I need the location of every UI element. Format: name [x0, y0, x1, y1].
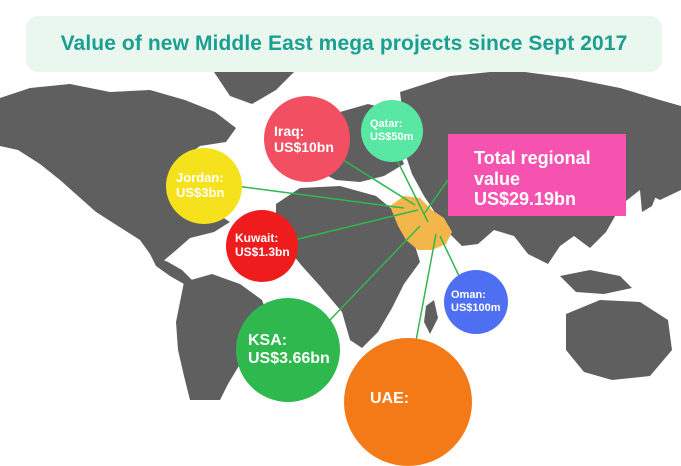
- bubble-kuwait-value: US$1.3bn: [235, 245, 290, 259]
- australia-landmass: [566, 300, 672, 380]
- connector-kuwait: [293, 209, 419, 241]
- bubble-uae: UAE:: [344, 338, 472, 466]
- connector-qatar: [391, 149, 429, 223]
- bubble-kuwait-country: Kuwait:: [235, 231, 279, 246]
- central-america-landmass: [150, 254, 192, 284]
- bubble-ksa-country: KSA:: [248, 331, 288, 349]
- total-label-line1: Total regional: [474, 148, 591, 168]
- bubble-oman-country: Oman:: [451, 289, 486, 302]
- middle-east-highlight: [390, 196, 452, 250]
- bubble-oman-value: US$100m: [451, 302, 501, 314]
- connector-total: [423, 179, 449, 215]
- connector-uae: [414, 233, 437, 347]
- total-label-line2: value: [474, 168, 521, 189]
- bubble-kuwait: Kuwait: US$1.3bn: [226, 210, 298, 282]
- madagascar-landmass: [424, 300, 438, 334]
- bubble-oman: Oman: US$100m: [444, 270, 508, 334]
- bubble-qatar: Qatar: US$50m: [361, 100, 423, 162]
- japan-landmass: [640, 178, 660, 212]
- indonesia-landmass: [560, 270, 632, 294]
- connector-iraq: [339, 157, 416, 206]
- bubble-qatar-country: Qatar:: [370, 118, 403, 131]
- bubble-ksa-value: US$3.66bn: [248, 350, 330, 367]
- total-value-box: Total regional value US$29.19bn: [448, 134, 626, 216]
- bubble-iraq: Iraq: US$10bn: [264, 96, 350, 182]
- connector-jordan: [235, 185, 405, 209]
- africa-landmass: [276, 186, 420, 348]
- bubble-qatar-value: US$50m: [370, 131, 414, 143]
- bubble-iraq-country: Iraq:: [274, 122, 305, 139]
- title-banner: Value of new Middle East mega projects s…: [26, 16, 662, 72]
- bubble-uae-country: UAE:: [370, 390, 410, 407]
- total-value: US$29.19bn: [474, 189, 577, 210]
- south-america-landmass: [176, 274, 270, 400]
- north-america-landmass: [0, 84, 236, 262]
- connector-oman: [439, 235, 461, 279]
- bubble-iraq-value: US$10bn: [274, 139, 334, 155]
- bubble-jordan: Jordan: US$3bn: [166, 148, 242, 224]
- connector-ksa: [329, 225, 421, 321]
- page-title: Value of new Middle East mega projects s…: [60, 32, 628, 55]
- bubble-jordan-value: US$3bn: [176, 185, 225, 200]
- bubble-ksa: KSA: US$3.66bn: [236, 298, 340, 402]
- bubble-jordan-country: Jordan:: [176, 170, 224, 186]
